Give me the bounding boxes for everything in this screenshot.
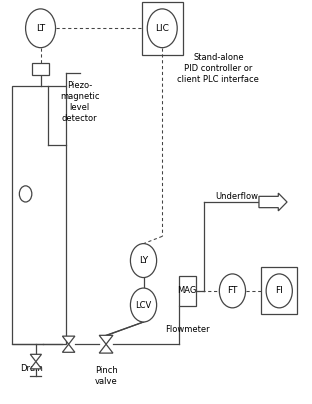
- Circle shape: [26, 9, 56, 48]
- Circle shape: [19, 186, 32, 202]
- Polygon shape: [99, 344, 113, 353]
- Bar: [12, 86, 66, 344]
- Text: Flowmeter: Flowmeter: [165, 325, 210, 334]
- FancyArrow shape: [259, 193, 287, 211]
- Circle shape: [130, 244, 157, 278]
- Bar: [178, 276, 196, 306]
- Text: LY: LY: [139, 256, 148, 265]
- Text: Drain: Drain: [20, 364, 43, 373]
- Bar: [261, 267, 297, 314]
- Circle shape: [219, 274, 246, 308]
- Text: FT: FT: [227, 286, 238, 295]
- Polygon shape: [30, 354, 41, 362]
- Text: MAG: MAG: [178, 286, 197, 295]
- Circle shape: [130, 288, 157, 322]
- Text: LT: LT: [36, 24, 45, 33]
- Circle shape: [147, 9, 177, 48]
- Text: FI: FI: [275, 286, 283, 295]
- Polygon shape: [99, 335, 113, 344]
- Polygon shape: [30, 362, 41, 369]
- Polygon shape: [62, 344, 75, 352]
- Bar: [142, 2, 183, 55]
- Circle shape: [266, 274, 292, 308]
- Polygon shape: [62, 336, 75, 344]
- Text: LCV: LCV: [135, 301, 152, 309]
- Text: Piezo-
magnetic
level
detector: Piezo- magnetic level detector: [60, 81, 99, 123]
- Bar: [32, 63, 49, 75]
- Text: Underflow: Underflow: [215, 192, 258, 201]
- Text: LIC: LIC: [155, 24, 169, 33]
- Text: Pinch
valve: Pinch valve: [95, 366, 117, 386]
- Text: Stand-alone
PID controller or
client PLC interface: Stand-alone PID controller or client PLC…: [178, 53, 259, 84]
